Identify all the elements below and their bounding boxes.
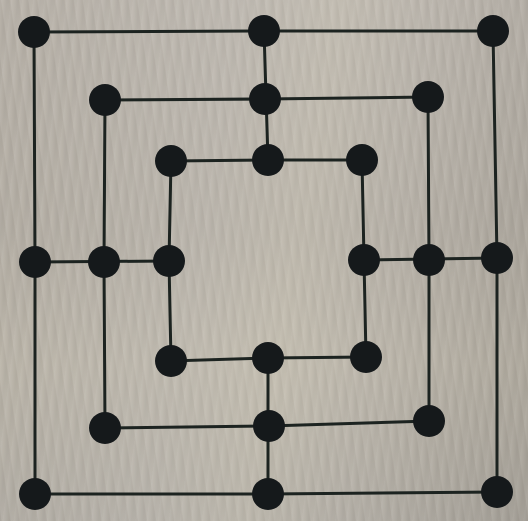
inner-ring — [167, 158, 368, 363]
point-outer-bottom-right[interactable] — [481, 476, 513, 508]
inner-ring-line — [167, 158, 368, 363]
point-inner-top-right[interactable] — [346, 144, 378, 176]
point-middle-top-right[interactable] — [412, 81, 444, 113]
point-middle-top-middle[interactable] — [249, 83, 281, 115]
point-middle-bottom-right[interactable] — [413, 405, 445, 437]
point-inner-middle-left[interactable] — [153, 245, 185, 277]
point-outer-bottom-left[interactable] — [19, 478, 51, 510]
point-outer-top-middle[interactable] — [248, 15, 280, 47]
point-middle-middle-left[interactable] — [88, 246, 120, 278]
point-middle-top-left[interactable] — [89, 84, 121, 116]
point-outer-top-left[interactable] — [18, 16, 50, 48]
point-inner-bottom-left[interactable] — [155, 345, 187, 377]
point-outer-middle-right[interactable] — [481, 242, 513, 274]
point-outer-top-right[interactable] — [477, 15, 509, 47]
point-middle-bottom-middle[interactable] — [253, 410, 285, 442]
point-inner-middle-right[interactable] — [348, 244, 380, 276]
point-inner-bottom-right[interactable] — [350, 341, 382, 373]
point-inner-top-middle[interactable] — [252, 144, 284, 176]
board-points — [18, 15, 513, 510]
point-outer-bottom-middle[interactable] — [252, 478, 284, 510]
point-middle-bottom-left[interactable] — [89, 412, 121, 444]
point-outer-middle-left[interactable] — [19, 246, 51, 278]
point-middle-middle-right[interactable] — [413, 244, 445, 276]
point-inner-bottom-middle[interactable] — [252, 342, 284, 374]
point-inner-top-left[interactable] — [155, 145, 187, 177]
